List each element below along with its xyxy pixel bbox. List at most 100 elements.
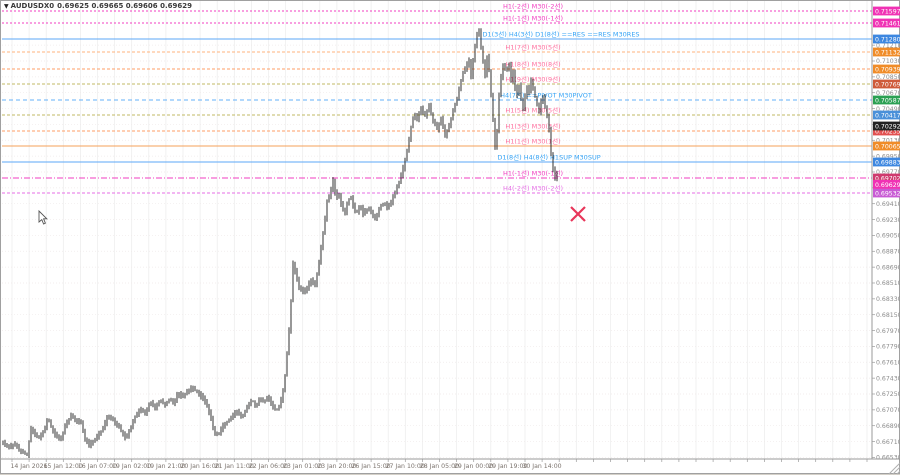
level-price-tag: 0.70587 (873, 95, 900, 105)
level-label: H1(5선) M30(5선) (505, 106, 560, 115)
y-axis-label: 0.70670 (876, 90, 900, 97)
y-axis-label: 0.69230 (876, 217, 900, 224)
x-axis-label: 14 Jan 2026 (10, 463, 47, 470)
y-axis-label: 0.67070 (876, 407, 900, 414)
level-line[interactable]: H1(-2선) M30(-2선) (2, 2, 872, 12)
level-price-tag: 0.69532 (873, 188, 900, 198)
y-axis-label: 0.69770 (876, 169, 900, 176)
y-axis-label: 0.68870 (876, 248, 900, 255)
svg-text:0.71597: 0.71597 (875, 8, 900, 15)
svg-text:0.69883: 0.69883 (875, 159, 900, 166)
svg-text:0.70417: 0.70417 (875, 112, 900, 119)
level-label: H4(-2선) M30(-2선) (503, 184, 563, 193)
level-line[interactable]: H1(3선) M30(3선) (2, 122, 872, 132)
svg-text:0.71280: 0.71280 (875, 36, 900, 43)
svg-text:0.71461: 0.71461 (875, 20, 900, 27)
y-axis-label: 0.69950 (876, 153, 900, 160)
close-price-tag: 0.70292 (873, 121, 900, 131)
level-line[interactable]: D1(8선) H4(8선) H1SUP M30SUP (2, 153, 872, 163)
y-axis-label: 0.66890 (876, 423, 900, 430)
y-axis-label: 0.71030 (876, 58, 900, 65)
current-price-tag: 0.69629 (873, 180, 900, 189)
y-axis-label: 0.68510 (876, 280, 900, 287)
x-axis-label: 29 Jan 00:00 (454, 463, 493, 470)
window-menu-icon[interactable]: ▼ (4, 3, 9, 10)
level-price-tag: 0.71597 (873, 6, 900, 15)
level-line[interactable]: H1(9선) M30(9선) (2, 75, 872, 85)
chart-window-title: ▼ AUDUSDX0 0.69625 0.69665 0.69606 0.69629 (4, 2, 192, 10)
x-axis-label: 29 Jan 19:00 (488, 463, 527, 470)
x-axis-label: 19 Jan 02:00 (112, 463, 151, 470)
svg-text:0.70939: 0.70939 (875, 66, 900, 73)
x-axis-label: 28 Jan 05:00 (420, 463, 459, 470)
y-axis-label: 0.68150 (876, 312, 900, 319)
level-line[interactable]: H1(7선) M30(5선) (2, 43, 872, 53)
x-axis-label: 30 Jan 14:00 (522, 463, 561, 470)
level-line[interactable]: H1(-1선) M30(-1선) (2, 169, 872, 179)
level-line[interactable]: H1(5선) M30(5선) (2, 106, 872, 116)
svg-text:0.69702: 0.69702 (875, 175, 900, 182)
level-label: H1(1선) M30(1선) (505, 137, 560, 146)
y-axis-label: 0.67970 (876, 328, 900, 335)
level-price-tag: 0.70939 (873, 64, 900, 74)
svg-text:0.70235: 0.70235 (875, 128, 900, 135)
y-axis-labels: 0.712100.710300.708500.706700.704900.703… (876, 42, 900, 461)
level-price-tag: 0.71461 (873, 18, 900, 28)
symbol-name: AUDUSDX0 (10, 2, 55, 10)
level-price-tag: 0.69702 (873, 173, 900, 183)
y-axis-label: 0.66530 (876, 455, 900, 462)
x-axis-label: 15 Jan 12:00 (44, 463, 83, 470)
y-axis-label: 0.69410 (876, 201, 900, 208)
vertical-gridlines (11, 1, 868, 459)
level-line[interactable]: H1(1선) M30(1선) (2, 137, 872, 147)
y-axis-label: 0.68330 (876, 296, 900, 303)
level-line[interactable]: H1(8선) M30(8선) (2, 60, 872, 70)
x-axis-label: 23 Jan 01:00 (283, 463, 322, 470)
svg-text:0.70587: 0.70587 (875, 97, 900, 104)
y-axis-label: 0.71210 (876, 42, 900, 49)
level-line[interactable]: H4(-2선) M30(-2선) (2, 184, 872, 194)
y-axis-label: 0.67250 (876, 391, 900, 398)
level-label: H1(-1선) M30(-1선) (503, 14, 563, 23)
x-axis-label: 19 Jan 21:00 (146, 463, 185, 470)
level-label: D1(8선) H4(8선) H1SUP M30SUP (497, 153, 600, 162)
y-axis-label: 0.67430 (876, 375, 900, 382)
x-axis-label: 22 Jan 06:00 (249, 463, 288, 470)
level-label: H1(-1선) M30(-1선) (503, 169, 563, 178)
level-price-tag: 0.70235 (873, 126, 900, 136)
svg-text:0.70065: 0.70065 (875, 143, 900, 150)
x-axis-label: 23 Jan 20:00 (317, 463, 356, 470)
y-axis-label: 0.67610 (876, 359, 900, 366)
level-label: D1(3선) H4(3선) D1(8선) ==RES ==RES M30RES (482, 30, 639, 39)
candles (2, 28, 558, 458)
level-label: H4(7선) ==PIVOT M30PIVOT (500, 91, 592, 100)
level-line[interactable]: H1(-1선) M30(-1선) (2, 14, 872, 24)
ohlc-quote: 0.69625 0.69665 0.69606 0.69629 (57, 2, 192, 10)
level-line[interactable]: D1(3선) H4(3선) D1(8선) ==RES ==RES M30RES (2, 30, 872, 40)
svg-text:0.70769: 0.70769 (875, 81, 900, 88)
level-price-tag: 0.70417 (873, 110, 900, 120)
x-axis-label: 16 Jan 07:00 (78, 463, 117, 470)
y-axis-label: 0.67790 (876, 344, 900, 351)
level-price-tag: 0.71132 (873, 47, 900, 56)
x-axis-label: 27 Jan 10:00 (386, 463, 425, 470)
svg-text:0.69532: 0.69532 (875, 190, 900, 197)
x-axis-label: 26 Jan 15:00 (351, 463, 390, 470)
horizontal-gridlines (2, 44, 872, 458)
level-line[interactable]: H4(7선) ==PIVOT M30PIVOT (2, 91, 872, 101)
level-price-tag: 0.70065 (873, 141, 900, 151)
y-axis-label: 0.70850 (876, 74, 900, 81)
resize-grip-icon[interactable] (888, 462, 900, 475)
x-axis-label: 20 Jan 16:00 (180, 463, 219, 470)
axis-ticks (11, 44, 875, 462)
level-price-tag: 0.71280 (873, 34, 900, 43)
level-price-tag: 0.69883 (873, 157, 900, 167)
sell-marker-icon[interactable] (570, 206, 586, 222)
y-axis-label: 0.70490 (876, 106, 900, 113)
y-axis-label: 0.68690 (876, 264, 900, 271)
y-axis-label: 0.66710 (876, 439, 900, 446)
level-label: H1(3선) M30(3선) (505, 122, 560, 131)
